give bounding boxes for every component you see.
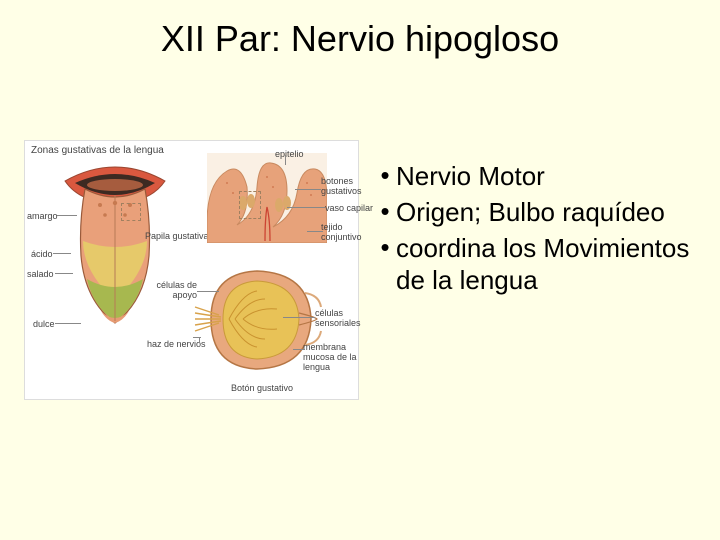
label-botones: botones gustativos [321, 177, 371, 197]
lead-vaso [287, 207, 325, 208]
lead-tejido [307, 231, 323, 232]
bullet-item: • Nervio Motor [374, 160, 704, 192]
label-tejido: tejido conjuntivo [321, 223, 371, 243]
lead-membrana [293, 349, 305, 350]
lead-sensoriales [283, 317, 315, 318]
label-sensoriales: células sensoriales [315, 309, 365, 329]
label-haz: haz de nervios [147, 339, 206, 349]
bud-link-box [239, 191, 261, 219]
label-acido: ácido [31, 249, 53, 259]
lead-apoyo [197, 291, 219, 292]
lead-dulce [55, 323, 81, 324]
lead-botones [295, 189, 321, 190]
anatomy-diagram: Zonas gustativas de la lengua amargo áci… [24, 140, 359, 400]
bullet-text: Nervio Motor [396, 160, 545, 192]
label-boton: Botón gustativo [231, 383, 293, 393]
page-title: XII Par: Nervio hipogloso [0, 18, 720, 60]
bullet-dot-icon: • [374, 232, 396, 262]
lead-acido [53, 253, 71, 254]
bullet-text: Origen; Bulbo raquídeo [396, 196, 665, 228]
bullet-list: • Nervio Motor • Origen; Bulbo raquídeo … [374, 160, 704, 300]
bullet-text: coordina los Movimientos de la lengua [396, 232, 704, 296]
lead-epitelio [285, 155, 286, 165]
label-vaso: vaso capilar [325, 203, 373, 213]
label-zonas: Zonas gustativas de la lengua [31, 145, 164, 156]
label-salado: salado [27, 269, 54, 279]
lead-amargo [57, 215, 77, 216]
lead-salado [55, 273, 73, 274]
label-epitelio: epitelio [275, 149, 304, 159]
bullet-item: • Origen; Bulbo raquídeo [374, 196, 704, 228]
papilla-link-box [121, 203, 141, 221]
bullet-dot-icon: • [374, 160, 396, 190]
label-apoyo: células de apoyo [153, 281, 197, 301]
bullet-dot-icon: • [374, 196, 396, 226]
label-amargo: amargo [27, 211, 58, 221]
tongue-illustration [55, 161, 175, 331]
label-dulce: dulce [33, 319, 55, 329]
label-papila: Papila gustativa [145, 231, 209, 241]
bullet-item: • coordina los Movimientos de la lengua [374, 232, 704, 296]
lead-haz2 [193, 337, 201, 338]
papilla-illustration [207, 153, 327, 243]
label-membrana: membrana mucosa de la lengua [303, 343, 363, 373]
